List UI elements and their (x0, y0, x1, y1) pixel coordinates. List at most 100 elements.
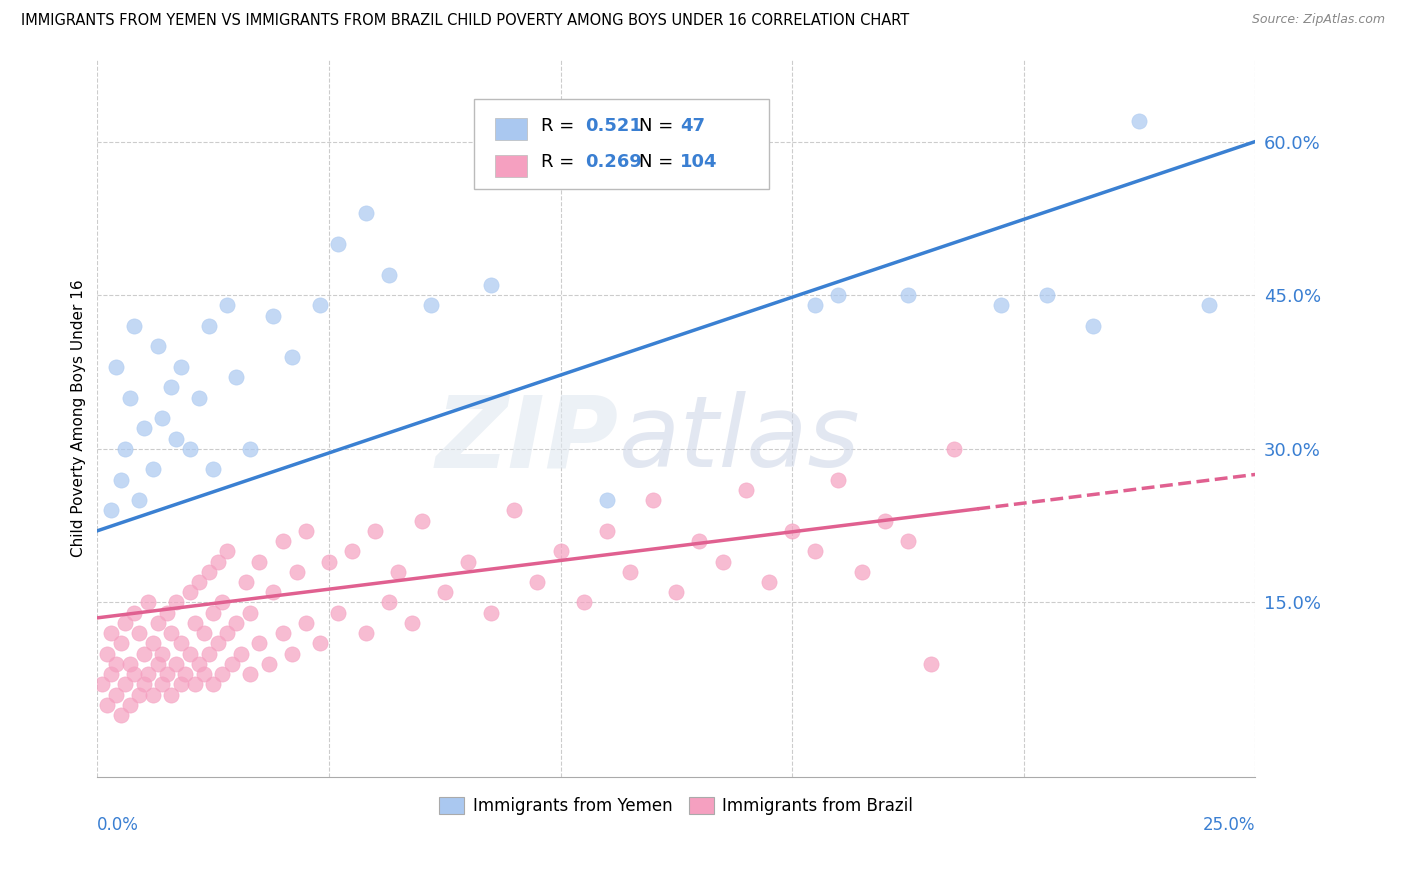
Point (688, 534, 710, 549)
Point (150, 677, 173, 691)
Point (294, 524, 316, 538)
Point (990, 298, 1012, 312)
Point (239, 442, 262, 456)
Point (179, 585, 201, 599)
Point (328, 237, 350, 252)
Point (165, 432, 187, 446)
Point (827, 288, 849, 302)
Point (526, 574, 548, 589)
Point (100, 503, 122, 517)
Point (179, 442, 201, 456)
Point (197, 647, 219, 661)
Point (479, 606, 502, 620)
Point (211, 595, 233, 609)
Point (197, 565, 219, 579)
Text: atlas: atlas (619, 391, 860, 488)
Point (225, 370, 247, 384)
Point (174, 667, 197, 681)
Point (100, 667, 122, 681)
Point (110, 473, 132, 487)
Point (401, 615, 423, 630)
Point (249, 636, 271, 650)
Text: 104: 104 (679, 153, 717, 171)
Point (503, 503, 526, 517)
Point (156, 606, 179, 620)
Point (1036, 288, 1059, 302)
Point (150, 647, 173, 661)
Point (207, 636, 229, 650)
Point (271, 626, 294, 640)
Point (378, 595, 401, 609)
Point (96, 698, 118, 712)
Point (711, 555, 734, 569)
Point (281, 350, 304, 364)
Point (804, 298, 827, 312)
Point (150, 411, 173, 425)
Point (851, 565, 873, 579)
Point (221, 657, 243, 671)
Point (804, 544, 827, 558)
Point (665, 585, 688, 599)
Legend: Immigrants from Yemen, Immigrants from Brazil: Immigrants from Yemen, Immigrants from B… (433, 790, 920, 822)
Point (128, 626, 150, 640)
Point (202, 677, 225, 691)
Point (170, 677, 193, 691)
Point (202, 462, 225, 476)
Point (758, 574, 780, 589)
Point (873, 514, 896, 528)
Point (132, 421, 155, 435)
Point (146, 657, 169, 671)
Point (183, 677, 205, 691)
Point (619, 565, 641, 579)
Point (114, 677, 136, 691)
Point (118, 657, 141, 671)
Point (91, 677, 114, 691)
Point (1198, 298, 1220, 312)
Point (308, 298, 330, 312)
Point (550, 544, 572, 558)
Point (160, 380, 183, 394)
Point (780, 524, 803, 538)
Point (827, 473, 849, 487)
Point (160, 688, 183, 702)
Point (229, 647, 252, 661)
Text: Source: ZipAtlas.com: Source: ZipAtlas.com (1251, 13, 1385, 27)
FancyBboxPatch shape (495, 119, 527, 140)
Point (118, 698, 141, 712)
Point (118, 391, 141, 405)
Point (156, 667, 179, 681)
Point (262, 585, 284, 599)
Point (354, 206, 377, 220)
Point (132, 647, 155, 661)
Point (104, 359, 127, 374)
Point (211, 667, 233, 681)
Text: N =: N = (640, 117, 679, 135)
Text: 0.521: 0.521 (585, 117, 641, 135)
Point (457, 555, 479, 569)
Point (160, 626, 183, 640)
Point (271, 534, 294, 549)
Point (1081, 318, 1104, 333)
Point (104, 657, 127, 671)
Text: R =: R = (541, 153, 579, 171)
Point (215, 298, 238, 312)
Point (165, 595, 187, 609)
Point (262, 309, 284, 323)
Point (193, 626, 215, 640)
Text: 0.0%: 0.0% (97, 816, 139, 834)
Point (340, 544, 363, 558)
Point (114, 442, 136, 456)
Point (364, 524, 387, 538)
Point (202, 606, 225, 620)
Point (596, 493, 619, 508)
Point (136, 667, 159, 681)
FancyBboxPatch shape (474, 99, 769, 189)
Point (328, 606, 350, 620)
Point (235, 574, 257, 589)
Point (207, 555, 229, 569)
Point (387, 565, 409, 579)
Point (128, 493, 150, 508)
Text: 47: 47 (679, 117, 704, 135)
Point (170, 636, 193, 650)
Point (136, 595, 159, 609)
